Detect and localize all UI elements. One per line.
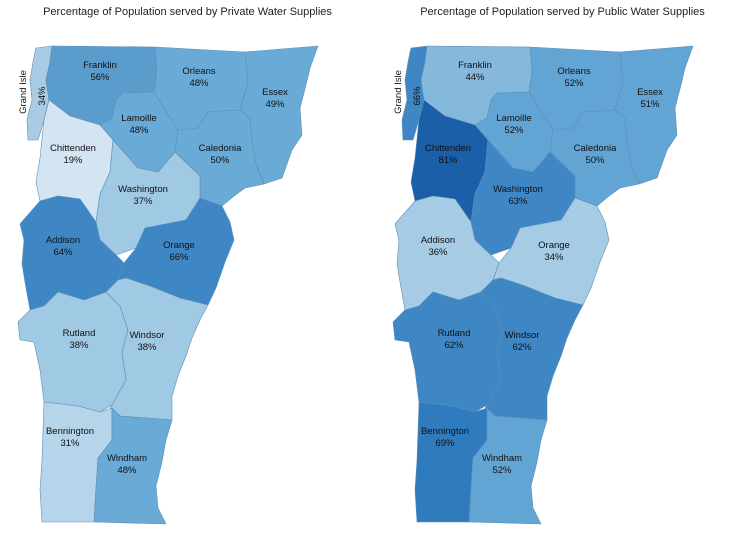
- county-value-label: 51%: [640, 99, 660, 110]
- county-name-label: Grand Isle: [393, 70, 404, 114]
- county-value-label: 48%: [189, 78, 209, 89]
- county-name-label: Windham: [482, 453, 522, 464]
- county-rutland: [17, 291, 129, 413]
- county-value-label: 69%: [435, 438, 455, 449]
- county-name-label: Lamoille: [121, 113, 156, 124]
- county-name-label: Lamoille: [496, 113, 531, 124]
- county-value-label: 50%: [210, 155, 230, 166]
- county-value-label: 52%: [492, 465, 512, 476]
- county-name-label: Rutland: [63, 328, 96, 339]
- county-caledonia: [549, 109, 640, 207]
- county-name-label: Bennington: [421, 426, 469, 437]
- county-value-label: 81%: [438, 155, 458, 166]
- county-name-label: Washington: [493, 184, 543, 195]
- county-name-label: Washington: [118, 184, 168, 195]
- county-name-label: Orange: [163, 240, 195, 251]
- county-value-label: 48%: [129, 125, 149, 136]
- county-value-label: 52%: [504, 125, 524, 136]
- county-name-label: Orange: [538, 240, 570, 251]
- county-value-label: 63%: [508, 196, 528, 207]
- map-title: Percentage of Population served by Publi…: [420, 6, 705, 18]
- county-value-label: 64%: [53, 247, 73, 258]
- private-water-map: Grand Isle 34%Franklin56%Orleans48%Essex4…: [17, 45, 319, 525]
- county-name-label: Orleans: [557, 66, 591, 77]
- county-name-label: Grand Isle: [18, 70, 29, 114]
- county-name-label: Essex: [262, 87, 288, 98]
- county-name-label: Windsor: [505, 330, 540, 341]
- county-name-label: Caledonia: [574, 143, 617, 154]
- county-value-label: 34%: [544, 252, 564, 263]
- county-name-label: Orleans: [182, 66, 216, 77]
- county-name-label: Chittenden: [50, 143, 96, 154]
- county-value-label: 50%: [585, 155, 605, 166]
- county-orange: [492, 197, 610, 306]
- private-water-map-panel: Percentage of Population served by Priva…: [17, 6, 332, 525]
- map-title: Percentage of Population served by Priva…: [43, 6, 332, 18]
- county-name-label: Windham: [107, 453, 147, 464]
- county-value-label: 52%: [564, 78, 584, 89]
- county-value-label: 38%: [69, 340, 89, 351]
- county-name-label: Chittenden: [425, 143, 471, 154]
- county-name-label: Addison: [421, 235, 455, 246]
- county-value-label: 37%: [133, 196, 153, 207]
- county-value-label: 38%: [137, 342, 157, 353]
- public-water-map-panel: Percentage of Population served by Publi…: [375, 0, 750, 540]
- county-name-label: Caledonia: [199, 143, 242, 154]
- county-name-label: Bennington: [46, 426, 94, 437]
- county-value-label: 62%: [512, 342, 532, 353]
- county-rutland: [392, 291, 504, 413]
- county-name-label: Essex: [637, 87, 663, 98]
- county-value-label: 31%: [60, 438, 80, 449]
- county-caledonia: [174, 109, 265, 207]
- county-value-label: 44%: [465, 72, 485, 83]
- county-windham: [468, 407, 548, 525]
- county-value-label: 66%: [412, 86, 423, 106]
- public-water-map: Grand Isle 66%Franklin44%Orleans52%Essex5…: [392, 45, 694, 525]
- county-windsor: [480, 277, 584, 421]
- county-value-label: 34%: [37, 86, 48, 106]
- county-name-label: Windsor: [130, 330, 165, 341]
- county-value-label: 36%: [428, 247, 448, 258]
- county-name-label: Rutland: [438, 328, 471, 339]
- county-value-label: 48%: [117, 465, 137, 476]
- county-orange: [117, 197, 235, 306]
- county-value-label: 49%: [265, 99, 285, 110]
- county-name-label: Franklin: [83, 60, 117, 71]
- county-name-label: Addison: [46, 235, 80, 246]
- county-value-label: 56%: [90, 72, 110, 83]
- county-value-label: 66%: [169, 252, 189, 263]
- county-value-label: 62%: [444, 340, 464, 351]
- county-name-label: Franklin: [458, 60, 492, 71]
- county-value-label: 19%: [63, 155, 83, 166]
- county-windsor: [105, 277, 209, 421]
- county-windham: [93, 407, 173, 525]
